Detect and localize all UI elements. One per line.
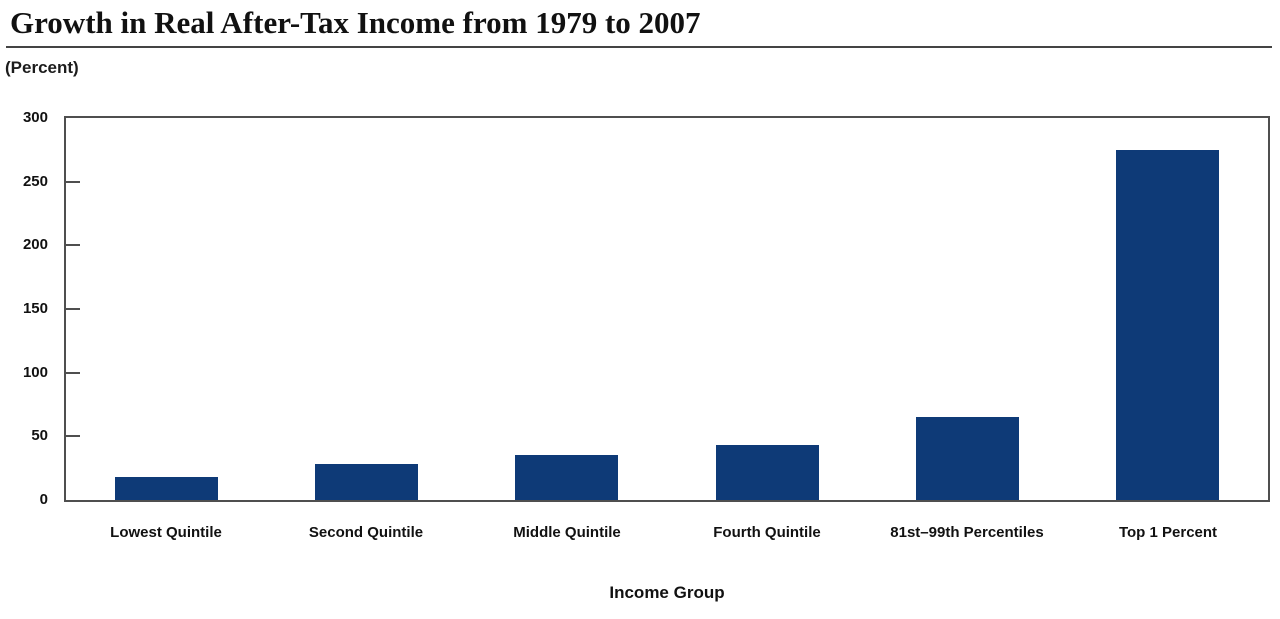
x-category-label: Lowest Quintile — [110, 524, 222, 541]
bar — [716, 445, 819, 500]
bar — [916, 417, 1019, 500]
x-axis-category-labels: Lowest Quintile Second Quintile Middle Qui… — [66, 524, 1268, 546]
x-category-label: Top 1 Percent — [1118, 524, 1218, 541]
y-axis-unit-label: (Percent) — [5, 58, 79, 77]
x-category-label: Second Quintile — [308, 524, 424, 541]
title-divider — [6, 46, 1272, 48]
y-axis-tick-labels: 0 50 100 150 200 250 300 — [0, 109, 48, 508]
x-category-label: 81st–99th Percentiles — [890, 524, 1044, 541]
y-tick-label: 200 — [22, 236, 48, 253]
x-category-label: Middle Quintile — [513, 524, 621, 541]
y-tick-label: 250 — [22, 173, 48, 190]
y-tick-mark — [66, 181, 80, 183]
x-category-label: Fourth Quintile — [713, 524, 821, 541]
plot-area — [64, 116, 1270, 502]
y-tick-label: 300 — [22, 109, 48, 126]
y-tick-label: 50 — [31, 427, 48, 444]
y-tick-label: 100 — [22, 364, 48, 381]
y-tick-mark — [66, 308, 80, 310]
bar — [315, 464, 418, 500]
bar — [115, 477, 218, 500]
y-tick-mark — [66, 435, 80, 437]
y-tick-mark — [66, 372, 80, 374]
bar — [515, 455, 618, 500]
bar — [1116, 150, 1219, 500]
y-tick-mark — [66, 244, 80, 246]
y-tick-label: 0 — [39, 491, 48, 508]
x-axis-title: Income Group — [609, 583, 725, 602]
y-tick-label: 150 — [22, 300, 48, 317]
chart-title: Growth in Real After-Tax Income from 197… — [10, 5, 701, 40]
